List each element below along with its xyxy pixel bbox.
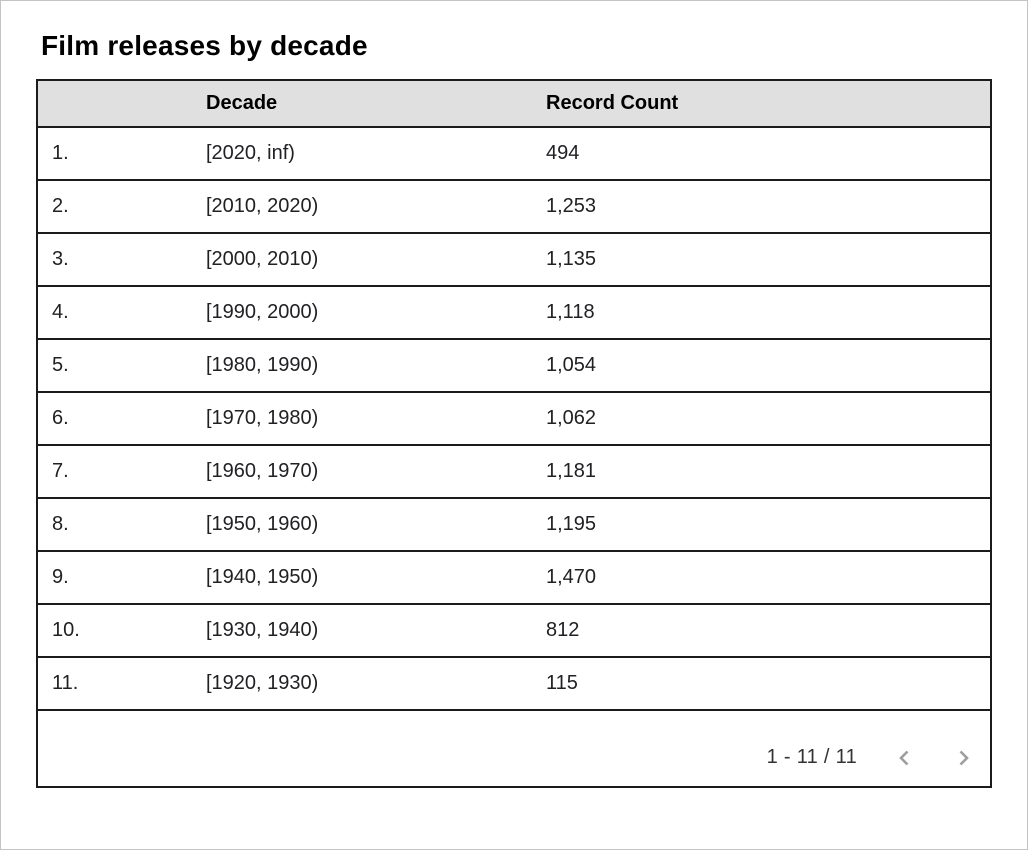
- page-title: Film releases by decade: [41, 30, 368, 61]
- row-record-count: 1,470: [546, 551, 990, 605]
- table-row: 6. [1970, 1980) 1,062: [38, 392, 990, 446]
- data-table-card: Decade Record Count 1. [2020, inf) 494 2…: [36, 79, 992, 788]
- chevron-right-icon: [951, 746, 975, 770]
- row-decade: [1980, 1990): [206, 339, 546, 393]
- row-record-count: 812: [546, 604, 990, 658]
- table-row: 11. [1920, 1930) 115: [38, 657, 990, 711]
- table-header: Decade Record Count: [38, 81, 990, 128]
- column-header-record-count: Record Count: [546, 81, 990, 128]
- row-index: 9.: [38, 551, 206, 605]
- table-row: 5. [1980, 1990) 1,054: [38, 339, 990, 393]
- row-record-count: 1,118: [546, 286, 990, 340]
- table-row: 8. [1950, 1960) 1,195: [38, 498, 990, 552]
- data-table: Decade Record Count 1. [2020, inf) 494 2…: [38, 81, 990, 711]
- row-index: 7.: [38, 445, 206, 499]
- row-decade: [1930, 1940): [206, 604, 546, 658]
- table-body: 1. [2020, inf) 494 2. [2010, 2020) 1,253…: [38, 127, 990, 711]
- row-record-count: 1,054: [546, 339, 990, 393]
- column-header-index: [38, 81, 206, 128]
- table-footer: 1 - 11 / 11: [38, 711, 990, 786]
- table-row: 7. [1960, 1970) 1,181: [38, 445, 990, 499]
- row-decade: [1920, 1930): [206, 657, 546, 711]
- row-record-count: 115: [546, 657, 990, 711]
- row-index: 8.: [38, 498, 206, 552]
- row-decade: [2000, 2010): [206, 233, 546, 287]
- table-row: 9. [1940, 1950) 1,470: [38, 551, 990, 605]
- row-decade: [1940, 1950): [206, 551, 546, 605]
- row-decade: [1950, 1960): [206, 498, 546, 552]
- row-index: 6.: [38, 392, 206, 446]
- row-decade: [1960, 1970): [206, 445, 546, 499]
- row-index: 2.: [38, 180, 206, 234]
- table-row: 3. [2000, 2010) 1,135: [38, 233, 990, 287]
- row-record-count: 1,181: [546, 445, 990, 499]
- row-index: 4.: [38, 286, 206, 340]
- table-row: 2. [2010, 2020) 1,253: [38, 180, 990, 234]
- row-decade: [1990, 2000): [206, 286, 546, 340]
- chevron-left-icon: [893, 746, 917, 770]
- pagination-range-label: 1 - 11 / 11: [766, 746, 857, 768]
- row-index: 1.: [38, 127, 206, 181]
- table-row: 4. [1990, 2000) 1,118: [38, 286, 990, 340]
- row-index: 10.: [38, 604, 206, 658]
- row-index: 3.: [38, 233, 206, 287]
- table-row: 10. [1930, 1940) 812: [38, 604, 990, 658]
- row-index: 11.: [38, 657, 206, 711]
- pagination-next-button[interactable]: [951, 746, 975, 770]
- row-record-count: 1,253: [546, 180, 990, 234]
- row-index: 5.: [38, 339, 206, 393]
- row-record-count: 1,062: [546, 392, 990, 446]
- row-record-count: 494: [546, 127, 990, 181]
- pagination-prev-button[interactable]: [893, 746, 917, 770]
- row-decade: [2010, 2020): [206, 180, 546, 234]
- row-decade: [2020, inf): [206, 127, 546, 181]
- row-record-count: 1,195: [546, 498, 990, 552]
- column-header-decade: Decade: [206, 81, 546, 128]
- table-header-row: Decade Record Count: [38, 81, 990, 128]
- row-decade: [1970, 1980): [206, 392, 546, 446]
- row-record-count: 1,135: [546, 233, 990, 287]
- table-row: 1. [2020, inf) 494: [38, 127, 990, 181]
